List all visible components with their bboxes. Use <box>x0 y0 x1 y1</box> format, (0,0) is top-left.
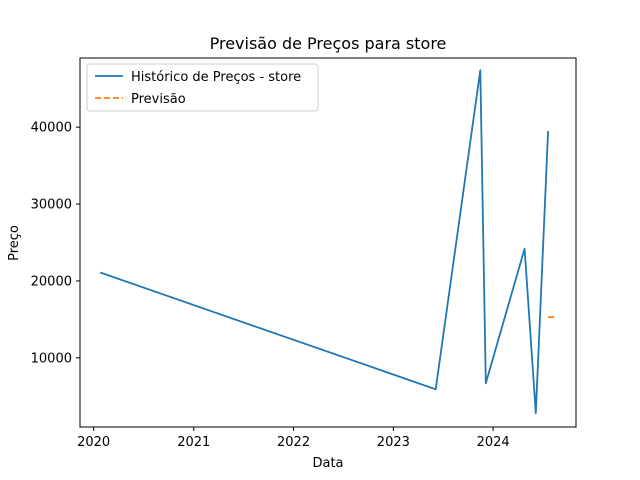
axes-frame <box>79 57 577 428</box>
y-tick-label: 30000 <box>31 198 72 213</box>
x-tick-label: 2020 <box>77 435 110 450</box>
series-line-0 <box>99 69 549 415</box>
series-layer <box>99 69 557 415</box>
legend-label-previsao: Previsão <box>131 92 186 107</box>
x-tick-label: 2023 <box>377 435 410 450</box>
x-tick-label: 2021 <box>177 435 210 450</box>
y-axis: 10000 20000 30000 40000 <box>31 121 80 366</box>
plot-area <box>80 58 576 427</box>
legend-label-historico: Histórico de Preços - store <box>131 70 301 85</box>
y-tick-label: 10000 <box>31 351 72 366</box>
y-tick-label: 40000 <box>31 121 72 136</box>
x-axis-label: Data <box>312 456 343 471</box>
chart-title: Previsão de Preços para store <box>210 34 447 53</box>
legend-box <box>86 63 319 112</box>
x-tick-label: 2022 <box>277 435 310 450</box>
axes-background <box>80 58 576 427</box>
y-tick-label: 20000 <box>31 274 72 289</box>
x-axis: 2020 2021 2022 2023 2024 <box>77 427 510 450</box>
legend: Histórico de Preços - store Previsão <box>86 63 319 112</box>
x-tick-label: 2024 <box>477 435 510 450</box>
y-axis-label: Preço <box>7 225 22 261</box>
axes-frame-rect <box>79 57 577 428</box>
